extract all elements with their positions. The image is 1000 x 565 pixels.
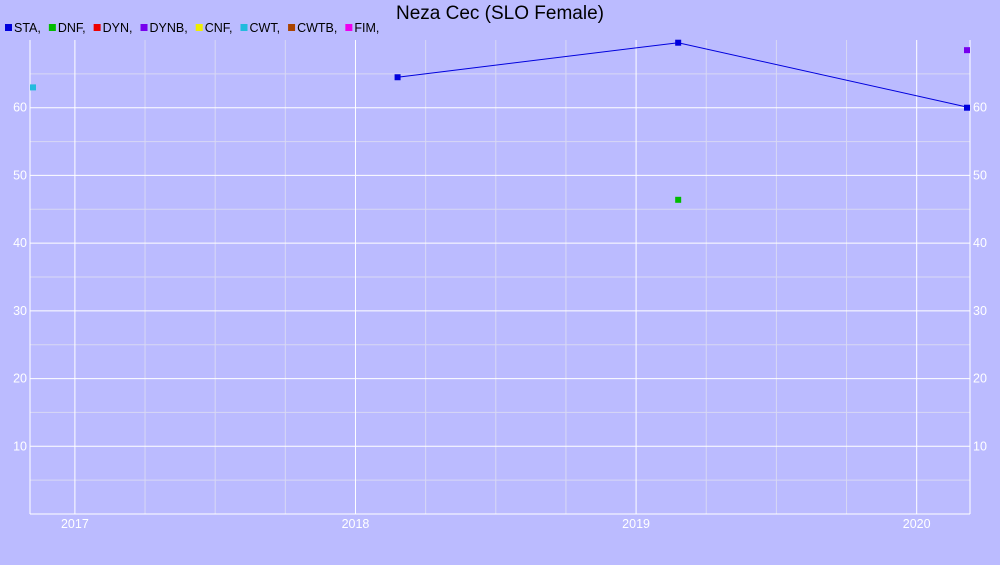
y-tick-label-left: 30: [13, 304, 27, 318]
y-tick-label-left: 50: [13, 168, 27, 182]
y-tick-label-right: 30: [973, 304, 987, 318]
axes: [29, 40, 971, 515]
chart-title: Neza Cec (SLO Female): [396, 3, 604, 24]
x-tick-labels: 2017 2018 2019 2020: [61, 517, 931, 531]
y-tick-label-left: 20: [13, 372, 27, 386]
legend-swatch-cwt: [240, 24, 248, 31]
y-tick-label-right: 10: [973, 439, 987, 453]
legend-swatch-dynb: [140, 24, 148, 31]
y-tick-labels-right: 10 20 30 40 50 60: [973, 101, 987, 454]
legend-label-dynb: DYNB,: [150, 21, 188, 35]
minor-grid: [30, 40, 970, 514]
legend-swatch-sta: [5, 24, 12, 31]
y-tick-label-right: 50: [973, 168, 987, 182]
legend-label-cwtb: CWTB,: [297, 21, 337, 35]
series-points: [30, 39, 970, 203]
data-point-sta: [964, 104, 970, 111]
y-tick-label-left: 10: [13, 439, 27, 453]
legend-swatch-fim: [345, 24, 353, 31]
data-point-cwt: [30, 84, 36, 91]
legend-swatch-cwtb: [288, 24, 296, 31]
x-tick-label: 2020: [903, 517, 931, 531]
legend-swatch-dnf: [48, 24, 56, 31]
data-point-dynb: [964, 47, 970, 54]
legend-label-cnf: CNF,: [205, 21, 233, 35]
legend-label-fim: FIM,: [354, 21, 379, 35]
data-point-sta: [394, 74, 401, 81]
legend-label-dyn: DYN,: [103, 21, 133, 35]
legend-swatch-cnf: [195, 24, 203, 31]
data-point-sta: [675, 39, 682, 46]
legend: STA, DNF, DYN, DYNB, CNF, CWT, CWTB, FIM,: [5, 21, 379, 35]
major-grid: [30, 40, 970, 514]
data-point-dnf: [675, 196, 682, 203]
x-tick-label: 2018: [342, 517, 370, 531]
legend-label-sta: STA,: [14, 21, 41, 35]
legend-label-cwt: CWT,: [250, 21, 281, 35]
legend-swatch-dyn: [93, 24, 101, 31]
x-tick-label: 2017: [61, 517, 89, 531]
legend-label-dnf: DNF,: [58, 21, 86, 35]
y-tick-label-right: 40: [973, 236, 987, 250]
y-tick-label-left: 40: [13, 236, 27, 250]
y-tick-labels-left: 10 20 30 40 50 60: [13, 101, 27, 454]
y-tick-label-right: 20: [973, 372, 987, 386]
y-tick-label-right: 60: [973, 101, 987, 115]
x-tick-label: 2019: [622, 517, 650, 531]
y-tick-label-left: 60: [13, 101, 27, 115]
